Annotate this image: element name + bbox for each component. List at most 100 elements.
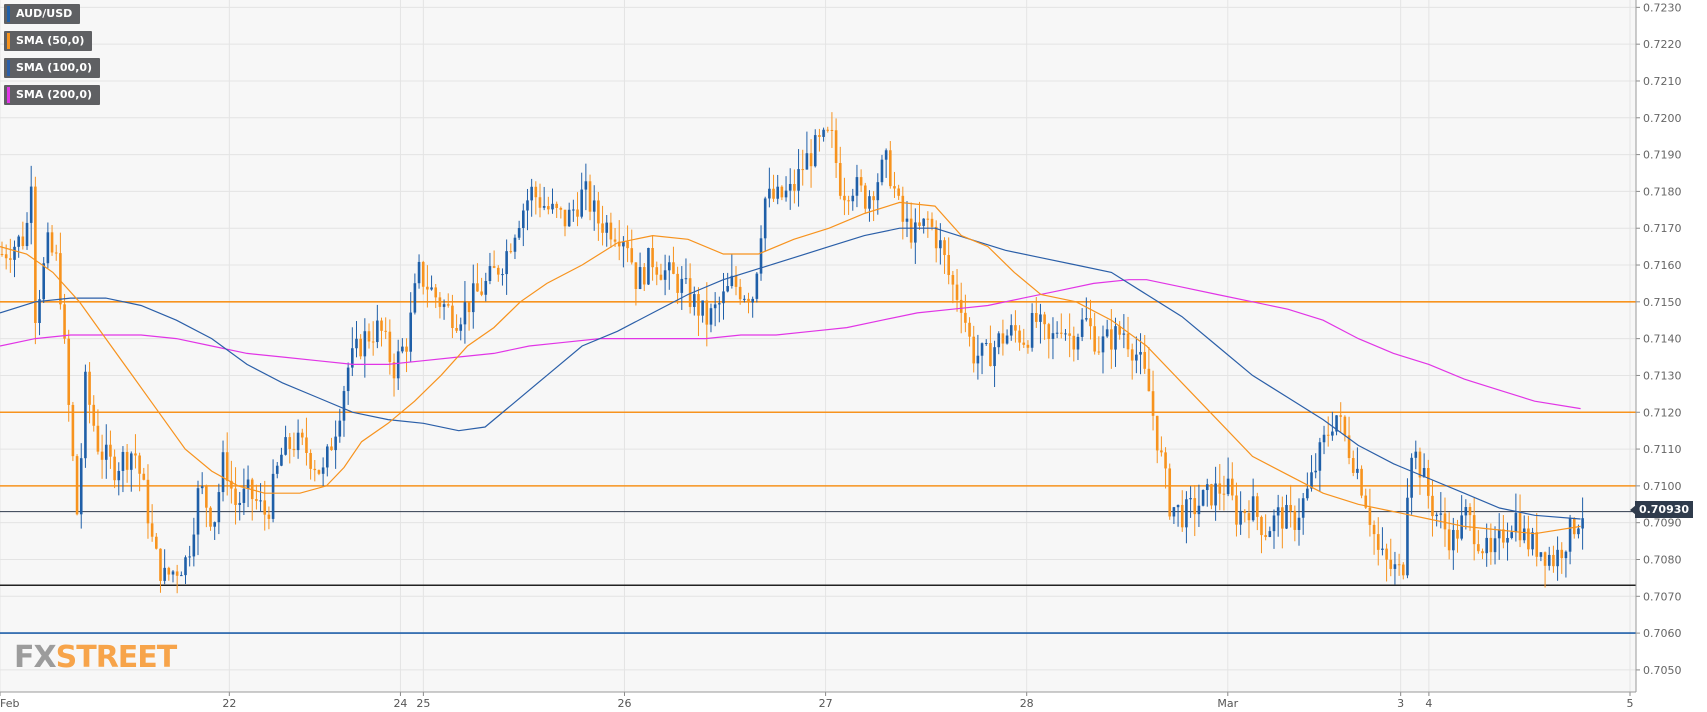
candle-body [1168,468,1172,517]
candle-body [1059,332,1063,334]
candle-body [1105,329,1109,337]
candle-body [280,454,283,466]
candle-body [1268,531,1272,537]
candle-body [534,186,538,198]
candle-body [1472,515,1476,545]
candle-body [1135,354,1138,361]
x-tick-label: Feb [0,697,19,710]
candle-body [1155,415,1159,451]
candle-body [697,294,700,316]
candle-body [59,253,62,305]
candle-body [1201,490,1205,506]
candle-body [868,196,871,209]
candle-body [834,130,838,164]
candle-body [1481,551,1484,554]
candle-body [213,522,216,527]
candle-body [701,300,704,316]
y-tick-label: 0.7210 [1643,75,1682,88]
candle-body [738,286,742,300]
legend-item-sma-200[interactable]: SMA (200,0) [4,85,101,105]
candle-body [309,452,312,469]
candle-body [705,300,709,325]
candle-body [563,209,567,227]
legend-label: SMA (200,0) [16,88,93,101]
candle-body [405,346,408,352]
candle-body [417,261,421,284]
candle-body [242,488,246,503]
candle-body [104,444,108,460]
candle-body [1339,415,1343,417]
candle-body [1051,333,1055,339]
candle-body [13,246,16,260]
candle-body [1322,434,1326,443]
candle-body [922,218,925,226]
y-tick-label: 0.7050 [1643,664,1682,677]
candle-body [1306,488,1309,499]
legend-item-sma-100[interactable]: SMA (100,0) [4,58,101,78]
candle-body [1093,326,1096,352]
candle-body [1343,416,1347,436]
candle-body [430,287,433,290]
x-tick-label: 22 [222,697,236,710]
candle-body [171,571,175,575]
candle-body [1460,515,1463,539]
candle-body [655,267,659,275]
candle-body [1293,510,1297,530]
candle-body [1034,313,1038,322]
candle-body [384,330,387,332]
candle-body [1189,498,1192,500]
candle-body [1535,532,1539,557]
candle-body [613,239,617,242]
candle-body [292,448,296,451]
candle-body [63,304,66,339]
legend-label: AUD/USD [16,7,73,20]
candle-body [863,185,867,209]
candle-body [113,456,116,481]
candle-body [1285,504,1288,529]
candle-body [1005,335,1009,344]
candle-body [1080,319,1084,337]
candle-body [793,183,796,191]
candle-body [255,499,258,501]
sma-50-line [0,201,1581,535]
candle-body [1197,505,1201,515]
candle-body [192,534,196,557]
candle-body [1230,478,1234,496]
y-tick-label: 0.7220 [1643,38,1682,51]
y-tick-label: 0.7090 [1643,517,1682,530]
candle-body [989,343,992,367]
candle-body [1301,498,1305,518]
legend-item-sma-50[interactable]: SMA (50,0) [4,31,93,51]
legend-swatch [7,87,10,103]
candle-body [772,188,775,199]
candle-body [822,129,825,137]
candle-body [1147,368,1151,392]
y-tick-label: 0.7200 [1643,112,1682,125]
candle-body [209,507,212,527]
legend-item-aud-usd[interactable]: AUD/USD [4,4,81,24]
y-tick-label: 0.7060 [1643,627,1682,640]
candle-body [159,548,162,581]
candle-body [1426,468,1430,496]
candle-body [617,241,621,247]
candle-body [605,222,609,233]
candle-body [559,207,563,210]
candle-body [1406,497,1409,576]
candle-body [993,347,996,367]
candle-body [914,222,917,243]
candle-body [175,571,179,576]
current-price-pointer [1630,505,1636,515]
candle-body [634,262,638,289]
candle-body [125,451,129,470]
candle-body [300,432,304,438]
logo-fx: FX [14,640,57,675]
candle-body [884,150,888,160]
candle-body [1497,529,1501,539]
candle-body [446,304,450,306]
x-tick-label: 28 [1020,697,1034,710]
candle-body [672,262,675,274]
candle-body [909,218,913,243]
